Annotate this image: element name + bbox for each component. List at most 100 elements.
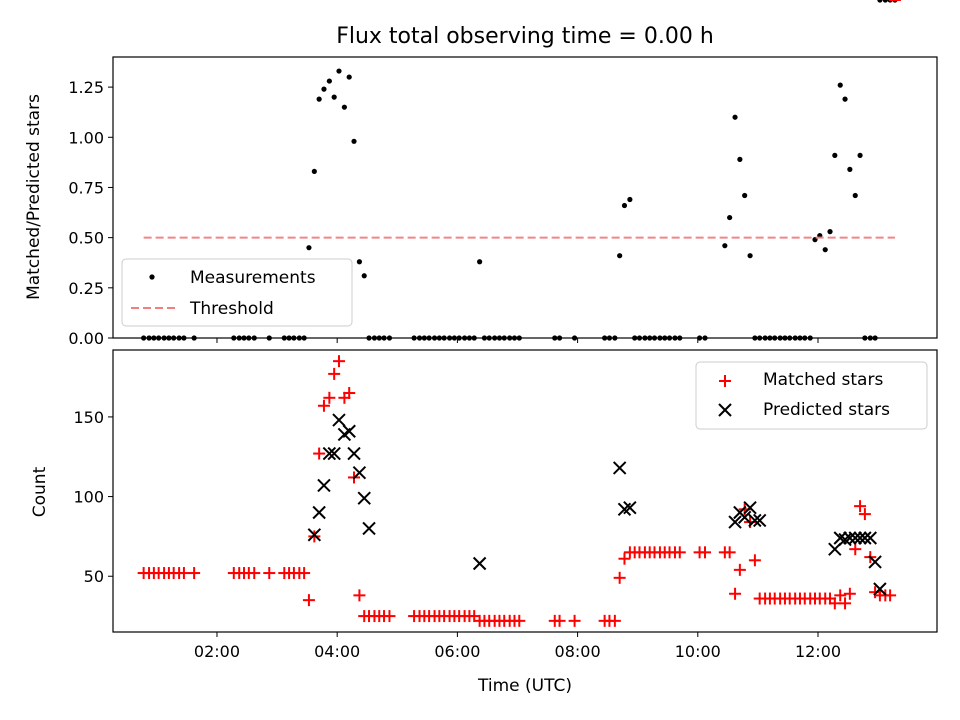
legend-threshold-label: Threshold — [189, 299, 274, 319]
bottom-y-tick-label: 150 — [73, 408, 104, 427]
predicted-star-point — [748, 513, 762, 528]
measurement-point — [747, 253, 753, 259]
top-y-tick-label: 1.00 — [68, 128, 104, 147]
matched-star-point — [332, 355, 345, 368]
measurement-point — [857, 152, 863, 158]
matched-star-point — [854, 500, 867, 513]
cross-stroke-b — [342, 424, 356, 438]
cross-stroke-b — [863, 531, 877, 545]
cross-stroke-b — [347, 446, 361, 461]
top-x-ticks — [216, 338, 819, 343]
top-legend-box — [121, 258, 353, 327]
measurement-point — [737, 156, 743, 162]
bottom-y-ticks: 50 100 150 — [73, 408, 113, 586]
measurement-point — [722, 243, 728, 249]
matched-star-point — [673, 546, 686, 559]
matched-star-point — [834, 589, 847, 602]
predicted-star-point — [737, 510, 752, 524]
matched-star-point — [733, 563, 746, 576]
matched-star-point — [568, 614, 581, 627]
measurement-point — [742, 192, 748, 199]
measurement-point — [627, 196, 633, 203]
cross-stroke-b — [833, 531, 847, 545]
bottom-y-axis-label: Count — [30, 466, 50, 517]
predicted-star-point — [327, 446, 341, 461]
x-axis-label: Time (UTC) — [477, 676, 572, 696]
predicted-star-point — [848, 531, 862, 545]
measurement-point — [321, 86, 327, 92]
matched-star-point — [513, 614, 526, 627]
matched-star-point — [858, 508, 871, 521]
x-tick-label: 08:00 — [555, 642, 601, 661]
top-y-axis-label: Matched/Predicted stars — [24, 94, 44, 300]
predicted-star-point — [853, 531, 867, 545]
predicted-star-point — [357, 491, 371, 505]
matched-star-point — [177, 567, 190, 580]
predicted-star-point — [362, 521, 376, 536]
measurement-point — [336, 68, 342, 74]
cross-stroke-b — [612, 461, 627, 475]
top-legend: Measurements Threshold — [121, 258, 353, 327]
cross-stroke-b — [873, 582, 887, 596]
predicted-star-point — [873, 582, 887, 596]
matched-star-point — [618, 552, 631, 565]
cross-stroke-b — [312, 505, 326, 520]
measurement-point — [326, 78, 332, 84]
measurement-point — [361, 273, 367, 279]
cross-stroke-b — [327, 446, 341, 461]
predicted-star-point — [312, 505, 326, 520]
legend-measurements-label: Measurements — [190, 268, 316, 288]
measurement-point — [847, 166, 853, 172]
measurement-point — [727, 214, 733, 221]
top-y-tick-label: 0.75 — [68, 178, 104, 197]
bottom-legend: Matched stars Predicted stars — [695, 361, 928, 430]
cross-stroke-b — [737, 510, 752, 524]
measurement-point — [842, 96, 848, 102]
predicted-star-point — [472, 556, 487, 571]
predicted-star-point — [342, 424, 356, 438]
matched-star-point — [313, 447, 326, 460]
matched-star-point — [317, 399, 330, 412]
chart-title: Flux total observing time = 0.00 h — [336, 24, 714, 49]
predicted-star-point — [352, 465, 367, 480]
x-tick-label: 02:00 — [194, 642, 240, 661]
top-y-tick-label: 0.00 — [68, 329, 104, 348]
cross-stroke-b — [472, 556, 487, 571]
top-axes-frame — [112, 56, 938, 339]
matched-star-point — [884, 589, 897, 602]
top-y-ticks: 0.00 0.25 0.50 0.75 1.00 1.25 — [68, 78, 113, 348]
matched-star-point — [383, 610, 396, 623]
cross-stroke-b — [357, 491, 371, 505]
bottom-x-ticks: 02:00 04:00 06:00 08:00 10:00 12:00 — [194, 632, 841, 661]
measurement-point — [331, 94, 337, 100]
measurement-point — [837, 82, 843, 88]
legend-predicted-marker — [718, 403, 732, 417]
x-tick-label: 04:00 — [314, 642, 360, 661]
predicted-star-point — [322, 446, 337, 461]
measurement-point — [341, 104, 347, 110]
predicted-star-point — [612, 461, 627, 475]
x-tick-label: 10:00 — [675, 642, 721, 661]
measurement-point — [351, 138, 357, 144]
matched-star-point — [849, 543, 862, 556]
predicted-star-point — [317, 478, 331, 493]
bottom-marks — [137, 0, 901, 627]
predicted-star-point — [307, 528, 322, 542]
top-panel: 0.00 0.25 0.50 0.75 1.00 1.25 Matched/Predict… — [24, 0, 938, 348]
cross-stroke-b — [623, 501, 637, 515]
matched-star-point — [553, 614, 566, 627]
measurement-point — [316, 96, 322, 102]
bottom-y-tick-label: 100 — [73, 488, 104, 507]
matched-star-point — [188, 567, 201, 580]
matched-star-point — [263, 567, 276, 580]
cross-stroke-b — [332, 413, 346, 427]
cross-stroke-b — [322, 446, 337, 461]
measurement-point — [732, 114, 738, 120]
cross-stroke-b — [848, 531, 862, 545]
predicted-star-point — [728, 515, 742, 529]
legend-matched-label: Matched stars — [763, 370, 883, 390]
legend-matched-marker — [719, 375, 731, 387]
matched-star-point — [839, 597, 852, 610]
x-tick-label: 12:00 — [795, 642, 841, 661]
